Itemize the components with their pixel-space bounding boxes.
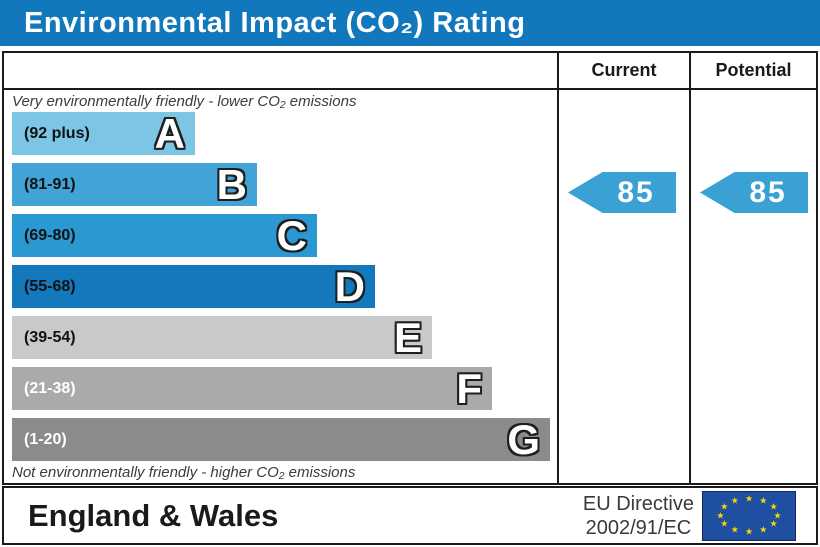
band-g: (1-20) G (4, 418, 557, 461)
eu-flag: ★ ★ ★ ★ ★ ★ ★ ★ ★ ★ ★ ★ (702, 490, 796, 541)
eu-flag-star: ★ (744, 526, 754, 537)
band-f-letter: F (456, 365, 482, 412)
band-d-letter: D (334, 263, 365, 310)
band-g-bar: (1-20) G (12, 418, 550, 461)
rating-table: Current Potential Very environmentally f… (2, 51, 818, 485)
band-a-range: (92 plus) (24, 124, 90, 142)
band-b-bar: (81-91) B (12, 163, 257, 206)
current-column: 85 (557, 90, 689, 483)
bottom-note: Not environmentally friendly - higher CO… (12, 463, 356, 481)
band-c-bar: (69-80) C (12, 214, 317, 257)
table-body-row: Very environmentally friendly - lower CO… (4, 90, 816, 483)
band-e-range: (39-54) (24, 328, 76, 346)
band-list: (92 plus) A (81-91) B (69-80) C (4, 112, 557, 461)
band-b-range: (81-91) (24, 175, 76, 193)
band-f-bar: (21-38) F (12, 367, 492, 410)
eu-flag-star: ★ (773, 510, 782, 520)
band-c-range: (69-80) (24, 226, 76, 244)
eu-flag-star: ★ (720, 501, 729, 512)
band-d-bar: (55-68) D (12, 265, 375, 308)
chart-title: Environmental Impact (CO₂) Rating (24, 6, 526, 39)
band-e-bar: (39-54) E (12, 316, 432, 359)
eu-flag-star: ★ (769, 501, 778, 512)
band-a-letter: A (154, 110, 185, 157)
band-d-range: (55-68) (24, 277, 76, 295)
band-f: (21-38) F (4, 367, 557, 410)
eu-flag-star: ★ (730, 524, 739, 535)
band-f-range: (21-38) (24, 379, 76, 397)
footer: England & Wales EU Directive 2002/91/EC … (2, 486, 818, 545)
potential-rating-value: 85 (749, 175, 787, 209)
eu-directive-label: EU Directive 2002/91/EC (583, 492, 694, 540)
band-c: (69-80) C (4, 214, 557, 257)
band-b: (81-91) B (4, 163, 557, 206)
eu-flag-star: ★ (769, 518, 778, 529)
top-note: Very environmentally friendly - lower CO… (12, 92, 357, 110)
potential-column: 85 (689, 90, 816, 483)
band-g-letter: G (507, 416, 540, 463)
current-rating-arrow: 85 (568, 172, 676, 213)
eu-flag-star: ★ (720, 518, 729, 529)
footer-right: EU Directive 2002/91/EC ★ ★ ★ ★ ★ ★ ★ ★ ★ ★ ★ ★ (583, 490, 796, 541)
band-c-letter: C (276, 212, 307, 259)
band-e-letter: E (393, 314, 422, 361)
band-a: (92 plus) A (4, 112, 557, 155)
eu-flag-star: ★ (716, 510, 725, 520)
band-g-range: (1-20) (24, 430, 67, 448)
band-chart: Very environmentally friendly - lower CO… (4, 90, 557, 483)
band-a-bar: (92 plus) A (12, 112, 195, 155)
table-header-row: Current Potential (4, 53, 816, 90)
eu-flag-star: ★ (759, 524, 768, 535)
potential-rating-arrow: 85 (700, 172, 808, 213)
eu-flag-star: ★ (759, 495, 768, 506)
eu-flag-star: ★ (744, 493, 754, 504)
chart-title-bar: Environmental Impact (CO₂) Rating (0, 0, 820, 46)
region-label: England & Wales (28, 497, 279, 533)
eu-directive-line2: 2002/91/EC (585, 516, 692, 539)
eu-directive-line1: EU Directive (582, 492, 694, 515)
current-rating-value: 85 (617, 175, 655, 209)
band-b-letter: B (216, 161, 247, 208)
band-d: (55-68) D (4, 265, 557, 308)
header-current: Current (557, 53, 689, 88)
header-potential: Potential (689, 53, 816, 88)
header-spacer (4, 53, 557, 88)
eu-flag-star: ★ (730, 495, 739, 506)
band-e: (39-54) E (4, 316, 557, 359)
